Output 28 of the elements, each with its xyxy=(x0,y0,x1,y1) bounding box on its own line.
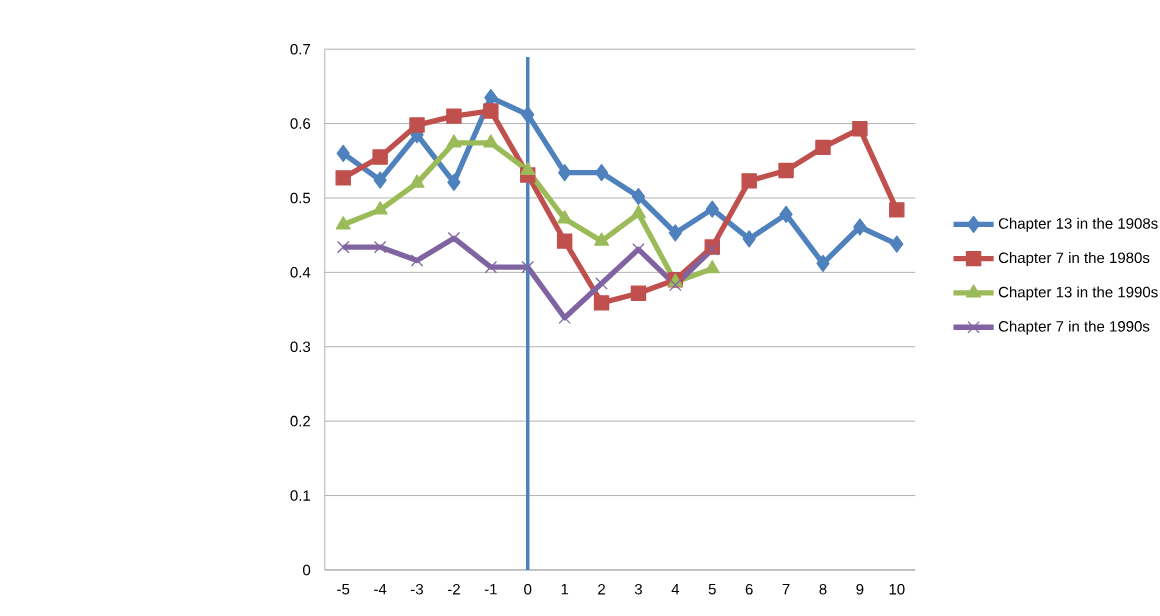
x-tick-label: 4 xyxy=(671,583,680,595)
legend-label: Chapter 13 in the 1908s xyxy=(998,217,1158,232)
y-tick-label: 0.2 xyxy=(290,415,310,427)
y-tick-label: 0.5 xyxy=(290,192,311,204)
y-tick-label: 0 xyxy=(303,564,311,576)
x-tick-label: -4 xyxy=(374,583,387,595)
x-tick-label: 5 xyxy=(708,583,716,595)
legend-label: Chapter 7 in the 1980s xyxy=(998,252,1150,267)
x-tick-label: 10 xyxy=(889,583,905,595)
y-tick-label: 0.6 xyxy=(290,118,311,129)
x-tick-label: 2 xyxy=(598,583,605,595)
x-tick-label: -3 xyxy=(411,583,424,595)
x-tick-label: -2 xyxy=(447,583,460,595)
x-tick-label: -1 xyxy=(484,583,497,595)
legend-label: Chapter 7 in the 1990s xyxy=(998,320,1150,335)
x-tick-label: 8 xyxy=(819,583,827,595)
x-tick-label: 1 xyxy=(561,583,569,595)
x-tick-label: 9 xyxy=(856,583,864,595)
y-tick-label: 0.4 xyxy=(290,267,311,278)
x-tick-label: 3 xyxy=(634,583,642,595)
legend-label: Chapter 13 in the 1990s xyxy=(998,286,1158,301)
x-tick-label: 6 xyxy=(745,583,753,595)
y-tick-label: 0.7 xyxy=(290,43,310,55)
x-tick-label: 0 xyxy=(524,583,532,595)
y-tick-label: 0.3 xyxy=(290,341,311,353)
x-tick-label: 7 xyxy=(782,583,790,595)
x-tick-label: -5 xyxy=(337,583,350,595)
y-tick-label: 0.1 xyxy=(290,490,311,501)
